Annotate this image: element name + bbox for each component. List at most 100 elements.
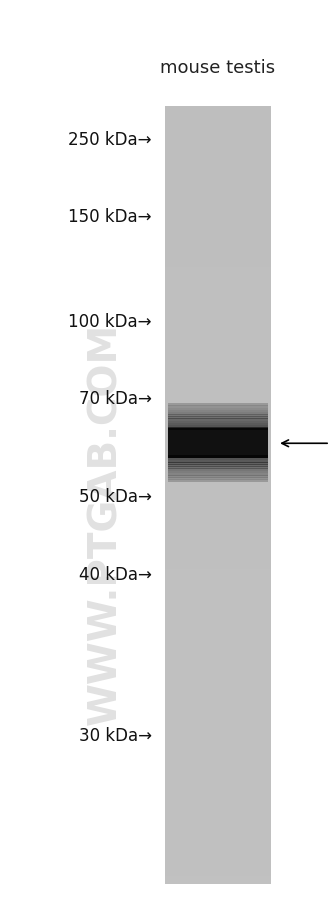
Bar — [165, 561, 271, 566]
Bar — [165, 281, 271, 287]
Bar — [168, 474, 268, 476]
Bar — [165, 406, 271, 410]
Bar — [165, 713, 271, 717]
Bar — [165, 456, 271, 461]
Bar — [165, 235, 271, 240]
Bar — [165, 317, 271, 321]
Text: mouse testis: mouse testis — [160, 59, 275, 77]
Bar — [165, 542, 271, 547]
Bar — [165, 802, 271, 806]
Bar — [165, 538, 271, 543]
Bar — [165, 603, 271, 609]
Bar — [165, 305, 271, 310]
Bar — [168, 406, 268, 409]
Bar — [165, 134, 271, 139]
Bar — [165, 824, 271, 830]
Bar — [165, 421, 271, 427]
Bar — [165, 158, 271, 162]
Bar — [165, 600, 271, 604]
Bar — [165, 608, 271, 612]
Bar — [168, 429, 268, 458]
Bar — [165, 786, 271, 791]
Bar — [165, 232, 271, 236]
Bar — [165, 747, 271, 752]
Text: 30 kDa→: 30 kDa→ — [79, 726, 152, 744]
Bar — [165, 119, 271, 124]
Bar — [165, 836, 271, 842]
Bar — [165, 709, 271, 713]
Bar — [165, 298, 271, 302]
Bar — [165, 336, 271, 341]
Bar — [165, 239, 271, 244]
Bar — [165, 686, 271, 690]
Bar — [168, 417, 268, 419]
Bar — [165, 534, 271, 538]
Bar — [165, 526, 271, 531]
Bar — [168, 475, 268, 478]
Bar — [165, 852, 271, 857]
Bar — [165, 387, 271, 391]
Bar — [165, 170, 271, 174]
Bar — [165, 274, 271, 279]
Bar — [165, 402, 271, 407]
Bar — [165, 271, 271, 275]
Bar — [165, 364, 271, 368]
Bar — [165, 472, 271, 476]
Bar — [165, 453, 271, 457]
Bar — [165, 181, 271, 186]
Bar — [168, 467, 268, 469]
Bar — [165, 573, 271, 577]
Bar — [165, 689, 271, 694]
Bar — [165, 720, 271, 725]
Bar — [165, 809, 271, 815]
Bar — [165, 437, 271, 442]
Bar — [165, 639, 271, 643]
Bar — [165, 483, 271, 488]
Bar — [165, 426, 271, 430]
Bar — [165, 460, 271, 465]
Bar — [165, 495, 271, 500]
Bar — [165, 514, 271, 520]
Bar — [165, 775, 271, 779]
Bar — [165, 565, 271, 570]
Bar — [165, 588, 271, 594]
Bar — [165, 352, 271, 356]
Bar — [165, 208, 271, 213]
Bar — [165, 620, 271, 624]
Bar — [165, 320, 271, 326]
Text: 150 kDa→: 150 kDa→ — [68, 207, 152, 226]
Bar — [165, 701, 271, 705]
Bar — [165, 251, 271, 255]
Bar — [165, 576, 271, 582]
Bar — [165, 647, 271, 651]
Bar — [165, 716, 271, 721]
Bar — [165, 868, 271, 872]
Bar — [165, 592, 271, 597]
Bar — [165, 557, 271, 562]
Bar — [165, 797, 271, 803]
Text: 70 kDa→: 70 kDa→ — [79, 390, 152, 408]
Bar — [165, 856, 271, 861]
Bar — [165, 507, 271, 511]
Bar — [165, 724, 271, 729]
Bar — [165, 445, 271, 449]
Bar — [165, 177, 271, 182]
Bar — [165, 511, 271, 515]
Bar — [165, 480, 271, 484]
Bar — [165, 313, 271, 318]
Bar — [165, 487, 271, 492]
Text: 40 kDa→: 40 kDa→ — [79, 566, 152, 584]
Bar — [165, 782, 271, 787]
Bar — [165, 697, 271, 702]
Bar — [165, 864, 271, 869]
Bar — [165, 848, 271, 853]
Bar — [165, 348, 271, 353]
Bar — [165, 309, 271, 314]
Bar — [165, 476, 271, 481]
Bar — [165, 612, 271, 616]
Bar — [165, 154, 271, 159]
Bar — [165, 499, 271, 504]
Bar — [165, 332, 271, 337]
Bar — [165, 844, 271, 849]
Bar — [165, 674, 271, 678]
